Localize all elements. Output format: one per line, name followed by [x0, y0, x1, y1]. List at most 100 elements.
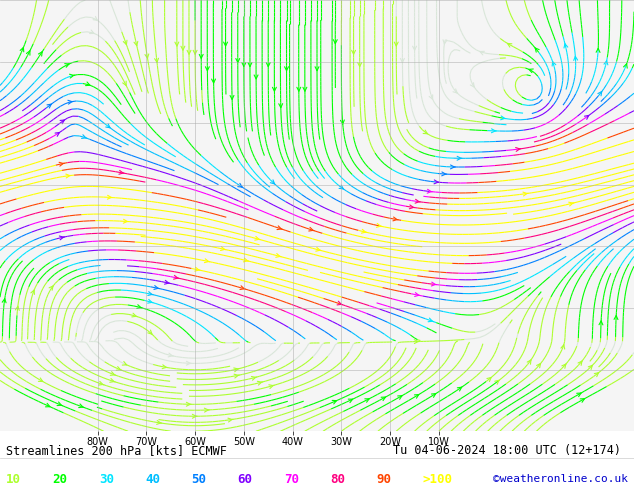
FancyArrowPatch shape	[279, 104, 283, 108]
FancyArrowPatch shape	[93, 17, 98, 21]
FancyArrowPatch shape	[529, 69, 533, 73]
FancyArrowPatch shape	[68, 100, 73, 104]
FancyArrowPatch shape	[487, 377, 491, 382]
FancyArrowPatch shape	[187, 50, 191, 54]
FancyArrowPatch shape	[561, 345, 565, 349]
FancyArrowPatch shape	[192, 415, 197, 418]
FancyArrowPatch shape	[254, 75, 258, 79]
FancyArrowPatch shape	[82, 135, 87, 138]
FancyArrowPatch shape	[49, 286, 53, 290]
FancyArrowPatch shape	[110, 372, 116, 375]
FancyArrowPatch shape	[98, 381, 104, 385]
FancyArrowPatch shape	[230, 96, 234, 99]
FancyArrowPatch shape	[393, 217, 398, 221]
FancyArrowPatch shape	[238, 183, 242, 187]
FancyArrowPatch shape	[168, 353, 174, 357]
FancyArrowPatch shape	[132, 313, 137, 317]
FancyArrowPatch shape	[316, 247, 321, 251]
FancyArrowPatch shape	[137, 305, 142, 309]
Text: 10: 10	[6, 473, 22, 486]
FancyArrowPatch shape	[398, 396, 402, 399]
FancyArrowPatch shape	[457, 387, 462, 391]
FancyArrowPatch shape	[339, 185, 344, 189]
FancyArrowPatch shape	[60, 120, 65, 124]
FancyArrowPatch shape	[381, 397, 385, 401]
FancyArrowPatch shape	[248, 63, 252, 67]
FancyArrowPatch shape	[348, 399, 353, 403]
FancyArrowPatch shape	[204, 408, 209, 412]
FancyArrowPatch shape	[164, 280, 170, 284]
FancyArrowPatch shape	[604, 61, 608, 65]
FancyArrowPatch shape	[157, 420, 162, 424]
FancyArrowPatch shape	[224, 42, 228, 46]
Text: >100: >100	[423, 473, 453, 486]
FancyArrowPatch shape	[145, 54, 149, 58]
FancyArrowPatch shape	[162, 365, 167, 368]
FancyArrowPatch shape	[79, 404, 84, 408]
FancyArrowPatch shape	[470, 83, 474, 87]
FancyArrowPatch shape	[70, 74, 75, 78]
Text: 70: 70	[284, 473, 299, 486]
FancyArrowPatch shape	[212, 79, 216, 83]
FancyArrowPatch shape	[186, 361, 191, 365]
FancyArrowPatch shape	[309, 227, 314, 231]
FancyArrowPatch shape	[155, 58, 158, 62]
FancyArrowPatch shape	[536, 364, 541, 368]
FancyArrowPatch shape	[588, 366, 592, 369]
Text: 40: 40	[145, 473, 160, 486]
FancyArrowPatch shape	[3, 298, 6, 303]
FancyArrowPatch shape	[221, 246, 226, 250]
FancyArrowPatch shape	[523, 192, 528, 196]
FancyArrowPatch shape	[303, 87, 307, 91]
FancyArrowPatch shape	[46, 403, 50, 407]
FancyArrowPatch shape	[66, 174, 71, 178]
FancyArrowPatch shape	[148, 330, 152, 334]
FancyArrowPatch shape	[361, 229, 366, 233]
FancyArrowPatch shape	[577, 393, 581, 397]
FancyArrowPatch shape	[297, 87, 301, 91]
FancyArrowPatch shape	[414, 340, 418, 343]
FancyArrowPatch shape	[124, 220, 128, 223]
Text: 50: 50	[191, 473, 207, 486]
FancyArrowPatch shape	[457, 156, 462, 160]
FancyArrowPatch shape	[31, 290, 34, 294]
FancyArrowPatch shape	[89, 30, 94, 33]
FancyArrowPatch shape	[39, 378, 42, 382]
FancyArrowPatch shape	[236, 58, 240, 62]
FancyArrowPatch shape	[199, 54, 203, 58]
Text: 80: 80	[330, 473, 346, 486]
FancyArrowPatch shape	[434, 180, 439, 184]
FancyArrowPatch shape	[358, 63, 361, 67]
FancyArrowPatch shape	[535, 48, 539, 52]
FancyArrowPatch shape	[377, 223, 382, 227]
FancyArrowPatch shape	[491, 129, 496, 133]
FancyArrowPatch shape	[60, 236, 65, 240]
FancyArrowPatch shape	[240, 286, 245, 290]
FancyArrowPatch shape	[273, 87, 276, 91]
FancyArrowPatch shape	[365, 399, 369, 402]
FancyArrowPatch shape	[154, 286, 159, 290]
FancyArrowPatch shape	[578, 361, 582, 366]
FancyArrowPatch shape	[315, 67, 319, 71]
FancyArrowPatch shape	[174, 275, 179, 279]
FancyArrowPatch shape	[427, 189, 432, 193]
FancyArrowPatch shape	[270, 180, 275, 184]
FancyArrowPatch shape	[332, 400, 337, 404]
FancyArrowPatch shape	[123, 40, 127, 45]
FancyArrowPatch shape	[429, 95, 432, 99]
FancyArrowPatch shape	[252, 376, 257, 380]
FancyArrowPatch shape	[106, 124, 110, 128]
FancyArrowPatch shape	[257, 381, 262, 385]
FancyArrowPatch shape	[495, 380, 499, 384]
FancyArrowPatch shape	[15, 306, 19, 310]
FancyArrowPatch shape	[277, 226, 282, 230]
FancyArrowPatch shape	[562, 364, 566, 368]
FancyArrowPatch shape	[110, 379, 115, 382]
FancyArrowPatch shape	[624, 64, 627, 68]
FancyArrowPatch shape	[423, 130, 427, 134]
FancyArrowPatch shape	[205, 67, 209, 71]
FancyArrowPatch shape	[428, 318, 434, 322]
FancyArrowPatch shape	[352, 50, 356, 54]
FancyArrowPatch shape	[480, 51, 484, 55]
FancyArrowPatch shape	[401, 58, 404, 62]
